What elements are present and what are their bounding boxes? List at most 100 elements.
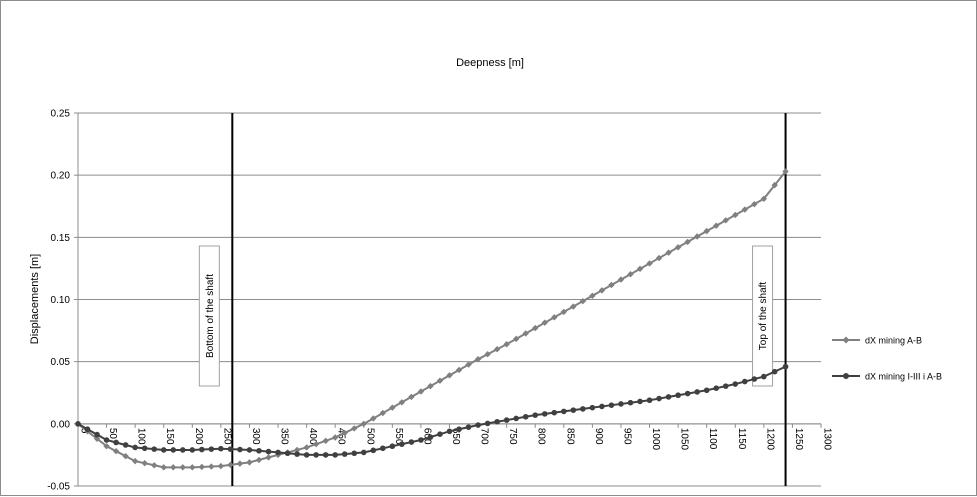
data-point-circle (580, 406, 586, 412)
data-point-circle (465, 424, 472, 430)
data-point-circle (94, 431, 100, 438)
data-point-circle (751, 376, 758, 382)
data-point-circle (122, 442, 129, 448)
data-point-circle (741, 378, 748, 385)
data-point-diamond (112, 447, 120, 455)
x-tick-label: 1000 (650, 428, 661, 451)
data-point-diamond (782, 168, 789, 175)
data-point-circle (227, 446, 234, 452)
data-point-diamond (151, 462, 158, 469)
x-tick-label: 1100 (707, 428, 718, 450)
data-point-diamond (617, 276, 625, 283)
data-point-circle (84, 426, 91, 433)
data-point-diamond (522, 330, 529, 337)
data-point-diamond (703, 227, 710, 235)
x-tick-label: 900 (593, 428, 604, 445)
data-point-circle (589, 404, 596, 411)
x-tick-label: 350 (279, 428, 290, 445)
data-point-diamond (732, 211, 739, 219)
data-point-circle (113, 439, 119, 446)
data-point-circle (199, 446, 205, 453)
ticks: -0.05 0.00 0.05 0.10 0.15 0.20 0.25 0 50 100 150 20… (47, 109, 832, 493)
data-point-diamond (446, 372, 453, 379)
data-point-circle (341, 451, 348, 457)
data-point-diamond (189, 464, 196, 471)
data-point-diamond (665, 249, 672, 256)
data-point-circle (722, 383, 729, 389)
x-tick-label: 100 (136, 428, 147, 445)
data-point-circle (608, 402, 615, 408)
data-point-diamond (303, 444, 310, 451)
data-point-diamond (532, 324, 539, 332)
data-point-diamond (427, 382, 434, 390)
data-point-diamond (389, 404, 396, 411)
data-point-circle (532, 412, 539, 418)
data-point-diamond (455, 366, 463, 374)
x-tick-label: 600 (421, 428, 432, 445)
x-tick-label: 400 (307, 428, 318, 445)
data-point-diamond (160, 464, 167, 471)
x-tick-label: 250 (221, 428, 232, 445)
x-tick-label: 700 (479, 428, 490, 445)
data-point-circle (437, 431, 443, 437)
data-point-circle (208, 446, 215, 452)
series-1 (74, 168, 789, 471)
x-tick-label: 950 (621, 428, 632, 445)
series-line (77, 170, 787, 469)
data-point-circle (380, 445, 386, 452)
data-point-circle (389, 443, 396, 450)
data-point-circle (246, 447, 253, 453)
x-tick-label: 850 (564, 428, 575, 445)
data-point-circle (408, 439, 415, 445)
x-tick-label: 200 (193, 428, 204, 445)
data-point-circle (551, 409, 558, 416)
data-point-circle (322, 452, 329, 458)
data-point-circle (399, 441, 405, 447)
data-point-diamond (713, 222, 720, 229)
data-point-circle (771, 368, 778, 375)
data-point-circle (370, 447, 377, 454)
data-point-diamond (693, 233, 701, 240)
data-point-circle (151, 446, 158, 452)
x-tick-label: 1150 (736, 428, 747, 450)
data-point-circle (503, 417, 510, 423)
data-point-circle (160, 447, 167, 453)
data-point-circle (256, 447, 262, 454)
data-point-circle (513, 415, 519, 422)
data-point-diamond (141, 460, 148, 467)
x-tick-label: 650 (450, 428, 461, 445)
annotations: Bottom of the shaft Top of the shaft (198, 113, 787, 486)
data-point-diamond (570, 303, 577, 310)
x-tick-label: 300 (250, 428, 261, 445)
data-point-circle (599, 403, 605, 410)
x-tick-label: 50 (107, 428, 118, 440)
x-tick-label: 750 (507, 428, 518, 445)
data-point-diamond (474, 355, 482, 363)
data-point-diamond (512, 335, 520, 343)
data-point-diamond (484, 351, 491, 358)
data-point-diamond (541, 319, 548, 326)
data-point-diamond (208, 463, 215, 470)
chart-title: Deepness [m] (456, 57, 524, 69)
data-point-diamond (370, 415, 377, 422)
data-point-diamond (436, 377, 444, 384)
y-tick-label: 0.15 (51, 233, 71, 244)
data-point-circle (360, 449, 367, 456)
data-point-diamond (93, 435, 101, 442)
data-point-circle (703, 387, 710, 394)
data-point-diamond (217, 462, 225, 470)
y-tick-label: 0.00 (51, 419, 71, 430)
data-point-circle (684, 390, 691, 397)
data-point-circle (132, 444, 138, 451)
data-point-diamond (503, 341, 510, 348)
x-tick-label: 1200 (764, 428, 775, 451)
data-point-circle (484, 420, 491, 427)
data-point-diamond (589, 292, 596, 299)
data-point-circle (627, 399, 634, 406)
data-point-diamond (360, 420, 367, 428)
annotation-label: Top of the shaft (758, 282, 769, 351)
data-point-diamond (771, 181, 778, 189)
x-tick-label: 550 (393, 428, 404, 445)
data-point-diamond (255, 456, 263, 464)
